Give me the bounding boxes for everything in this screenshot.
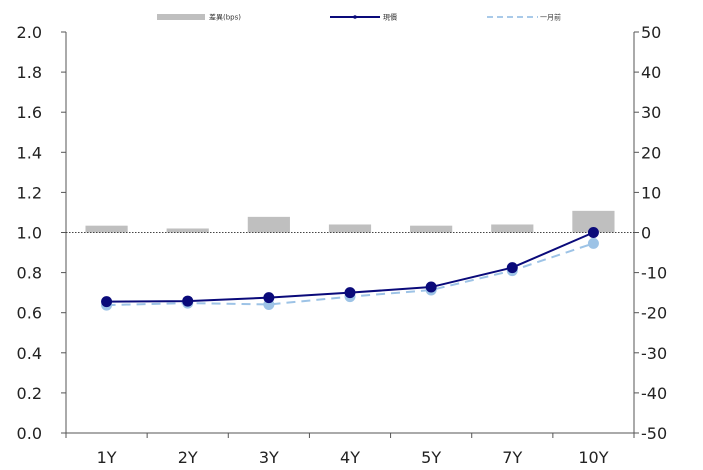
point-current (587, 227, 599, 238)
left-tick-label: 0.0 (17, 424, 42, 443)
x-tick-label: 4Y (340, 448, 360, 467)
right-tick-label: 0 (641, 224, 651, 243)
right-tick-label: 20 (641, 143, 661, 162)
right-tick-label: 50 (641, 23, 661, 42)
right-tick-label: -30 (641, 344, 667, 363)
left-tick-label: 1.0 (17, 224, 42, 243)
legend-label-current: 現價 (383, 13, 397, 22)
right-tick-label: 30 (641, 103, 661, 122)
legend: 差異(bps) 現價 一月前 (157, 13, 561, 22)
bar (85, 225, 128, 233)
x-tick-label: 2Y (178, 448, 198, 467)
bar (166, 228, 209, 233)
point-one-month-ago (587, 237, 599, 249)
right-tick-label: 10 (641, 183, 661, 202)
bar (247, 216, 290, 233)
left-tick-label: 0.8 (17, 264, 42, 283)
bar (410, 225, 453, 233)
bar (491, 224, 534, 233)
left-tick-label: 1.4 (17, 143, 42, 162)
point-current (506, 262, 518, 274)
left-tick-label: 0.4 (17, 344, 42, 363)
bar (328, 224, 372, 233)
left-tick-label: 2.0 (17, 23, 42, 42)
left-tick-label: 1.2 (17, 183, 42, 202)
legend-label-bar: 差異(bps) (209, 13, 241, 22)
left-tick-label: 0.2 (17, 384, 42, 403)
left-tick-label: 1.8 (17, 63, 42, 82)
x-tick-label: 1Y (97, 448, 117, 467)
right-tick-label: -40 (641, 384, 667, 403)
left-tick-label: 0.6 (17, 304, 42, 323)
right-tick-label: -10 (641, 264, 667, 283)
right-tick-label: -20 (641, 304, 667, 323)
right-tick-label: -50 (641, 424, 667, 443)
point-current (182, 295, 194, 307)
point-current (344, 287, 356, 299)
legend-swatch-bar (157, 14, 205, 20)
x-tick-label: 10Y (578, 448, 608, 467)
left-tick-label: 1.6 (17, 103, 42, 122)
bar (572, 210, 615, 233)
x-tick-label: 3Y (259, 448, 279, 467)
x-tick-label: 5Y (421, 448, 441, 467)
point-current (101, 296, 113, 308)
legend-label-one-month-ago: 一月前 (540, 13, 561, 22)
point-current (425, 281, 437, 293)
legend-marker-current (353, 15, 357, 19)
right-tick-label: 40 (641, 63, 661, 82)
point-current (263, 292, 275, 304)
x-tick-label: 7Y (502, 448, 522, 467)
